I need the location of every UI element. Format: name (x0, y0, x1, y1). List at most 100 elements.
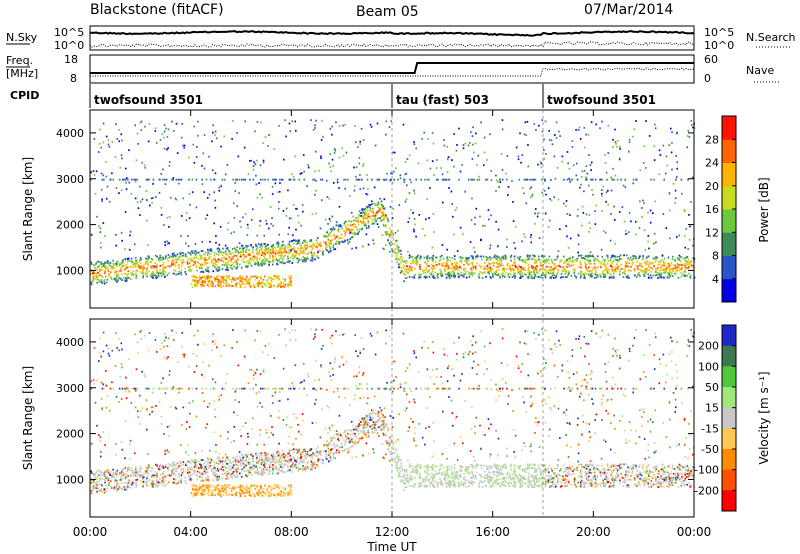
velocity-cell (181, 463, 184, 466)
power-cell (283, 254, 286, 257)
power-cell (663, 270, 666, 272)
power-cell (228, 284, 230, 286)
power-cell (674, 268, 677, 270)
power-cell (545, 270, 547, 273)
power-cell (465, 276, 468, 279)
velocity-cell (424, 480, 427, 483)
power-cell (609, 265, 612, 267)
velocity-cell (135, 484, 138, 486)
power-cell (280, 254, 283, 256)
power-cell (405, 265, 408, 267)
power-cell (166, 242, 169, 245)
power-cell (221, 268, 224, 270)
power-cell (448, 256, 451, 259)
power-cell (658, 269, 661, 272)
power-cell (326, 231, 329, 234)
power-cell (249, 252, 252, 255)
power-cell (484, 225, 486, 227)
power-cell (653, 178, 655, 181)
power-cell (650, 276, 653, 279)
power-cell (520, 275, 522, 278)
velocity-cell (412, 471, 414, 474)
power-cell (303, 178, 305, 181)
power-cell (200, 263, 202, 266)
power-cell (678, 234, 680, 237)
velocity-cell (466, 479, 469, 482)
power-cell (405, 270, 407, 273)
power-cell (350, 228, 353, 231)
power-cell (476, 255, 478, 258)
power-cell (383, 214, 385, 217)
power-cell (490, 257, 493, 259)
power-cell (356, 220, 359, 223)
power-cell (296, 239, 298, 242)
power-cell (199, 255, 202, 258)
power-cell (320, 243, 322, 246)
velocity-cell (494, 465, 497, 468)
power-cell (563, 268, 566, 271)
power-cell (476, 262, 478, 265)
power-cell (204, 268, 207, 271)
power-cell (292, 239, 295, 242)
power-cell (430, 263, 433, 266)
power-cell (292, 178, 295, 181)
velocity-cell (159, 481, 161, 484)
power-cell (329, 249, 332, 252)
power-cell (614, 269, 616, 272)
power-cell (188, 217, 191, 219)
power-cell (415, 262, 418, 265)
power-cell (370, 209, 373, 212)
velocity-cell (518, 473, 520, 476)
velocity-cell (113, 486, 116, 489)
power-cell (313, 178, 315, 181)
power-cell (168, 265, 171, 268)
power-cell (367, 219, 370, 222)
power-cell (175, 258, 178, 261)
power-cell (99, 128, 101, 131)
power-cell (456, 250, 459, 252)
power-cell (270, 280, 273, 283)
power-cell (366, 178, 369, 181)
power-cell (514, 277, 516, 279)
power-cell (105, 161, 107, 163)
power-cell (258, 280, 260, 282)
power-cell (379, 217, 382, 220)
power-cell (114, 278, 117, 281)
power-cell (136, 201, 139, 204)
power-cell (254, 163, 257, 166)
power-cell (508, 267, 511, 270)
power-cell (683, 274, 685, 277)
power-cell (505, 271, 507, 274)
power-cell (533, 123, 536, 125)
power-cell (584, 266, 587, 269)
power-cell (668, 144, 671, 147)
power-cell (624, 178, 627, 181)
velocity-cell (145, 471, 147, 474)
power-cell (621, 258, 623, 260)
power-cell (223, 135, 226, 138)
power-cell (343, 241, 346, 243)
power-cell (420, 256, 422, 258)
power-cell (263, 254, 266, 257)
power-cell (178, 272, 180, 275)
velocity-cell (439, 477, 441, 480)
power-cell (320, 157, 322, 160)
velocity-cell (485, 465, 488, 467)
power-cell (385, 231, 387, 233)
power-cell (645, 256, 648, 259)
power-cell (615, 259, 618, 261)
power-cell (547, 187, 550, 190)
power-cell (365, 224, 367, 227)
power-cell (231, 285, 234, 287)
power-cell (520, 270, 523, 273)
power-cell (244, 178, 247, 181)
power-cell (252, 208, 254, 211)
power-cell (509, 268, 512, 271)
power-cell (410, 267, 412, 270)
power-cell (366, 217, 368, 220)
power-cell (247, 253, 250, 256)
velocity-cell (103, 491, 106, 494)
power-cell (227, 263, 230, 266)
power-cell (248, 278, 251, 281)
power-cell (104, 235, 106, 237)
